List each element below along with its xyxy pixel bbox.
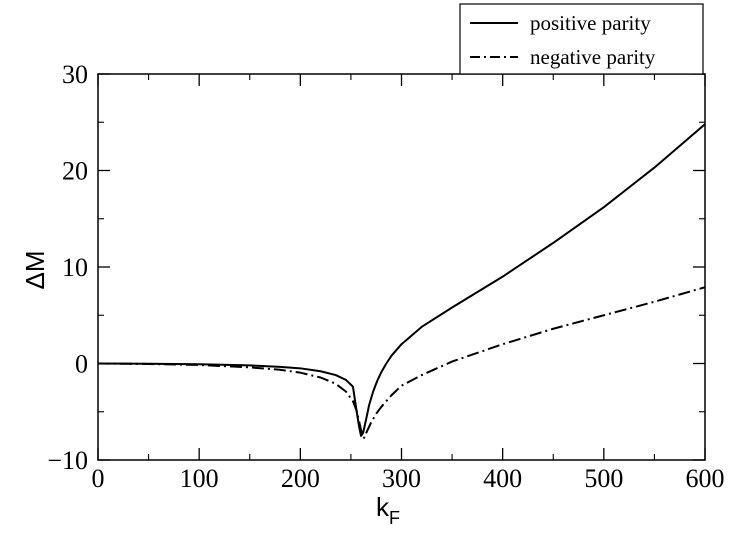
x-tick-label: 0 <box>92 464 105 493</box>
y-tick-label: 0 <box>75 350 88 379</box>
x-axis-label: kF <box>376 492 400 528</box>
axis-ticks <box>97 73 706 461</box>
x-tick-label: 600 <box>686 464 725 493</box>
legend: positive parity negative parity <box>459 3 704 75</box>
x-tick-label: 500 <box>584 464 623 493</box>
series-line-positive-parity <box>97 123 706 437</box>
x-tick-label: 200 <box>281 464 320 493</box>
legend-box <box>459 3 704 75</box>
x-tick-label: 100 <box>180 464 219 493</box>
y-tick-label: 10 <box>62 253 88 282</box>
series-line-negative-parity <box>97 286 706 439</box>
y-tick-label: −10 <box>47 446 88 475</box>
x-axis-label-subscript: F <box>389 508 400 528</box>
y-axis-label: ΔM <box>20 250 50 289</box>
legend-label-positive: positive parity <box>530 11 651 35</box>
legend-label-negative: negative parity <box>530 45 656 69</box>
x-tick-label: 300 <box>382 464 421 493</box>
x-tick-label: 400 <box>483 464 522 493</box>
plot-frame <box>97 73 706 461</box>
y-tick-label: 30 <box>62 60 88 89</box>
series-layer <box>97 123 706 439</box>
y-tick-label: 20 <box>62 157 88 186</box>
